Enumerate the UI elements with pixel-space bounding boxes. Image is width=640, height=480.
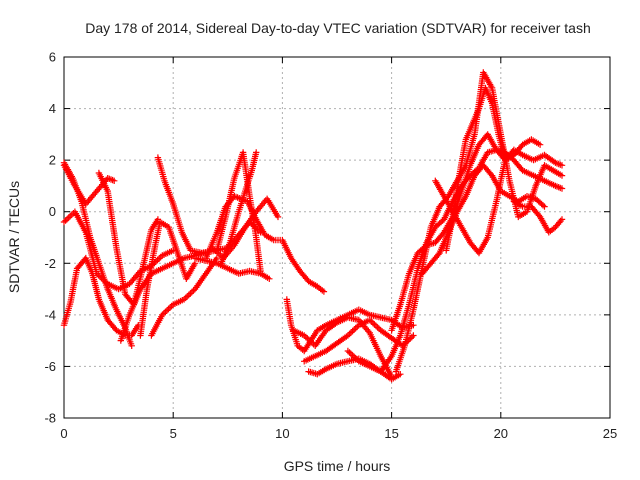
series-markers [191, 254, 273, 282]
y-axis-tick-labels: -8 -6 -4 -2 0 2 4 6 [44, 50, 56, 426]
series-track-7 [137, 218, 199, 339]
y-tick-label: -6 [44, 359, 56, 374]
series-markers [137, 218, 199, 339]
y-tick-label: -4 [44, 307, 56, 322]
series-track-25 [510, 198, 566, 236]
series-track-3 [60, 254, 142, 339]
x-axis-label: GPS time / hours [284, 458, 391, 474]
axis-ticks [63, 56, 611, 419]
x-tick-label: 5 [170, 426, 177, 441]
series-markers [60, 254, 142, 339]
series-markers [209, 195, 282, 262]
series-markers [392, 69, 566, 375]
x-tick-label: 15 [384, 426, 398, 441]
series-track-9 [148, 254, 221, 339]
y-tick-label: 6 [49, 50, 56, 65]
x-tick-label: 10 [275, 426, 289, 441]
chart-title: Day 178 of 2014, Sidereal Day-to-day VTE… [85, 20, 591, 36]
series-track-22 [432, 146, 566, 257]
series-markers [95, 169, 162, 308]
y-axis-label: SDTVAR / TECUs [6, 181, 22, 293]
plot-frame [63, 56, 611, 419]
series-markers [290, 314, 395, 380]
series-track-14 [209, 195, 282, 262]
x-axis-tick-labels: 0 5 10 15 20 25 [60, 426, 617, 441]
data-series [60, 69, 566, 383]
y-tick-label: -8 [44, 411, 56, 426]
y-tick-label: 0 [49, 204, 56, 219]
series-track-13 [191, 254, 273, 282]
series-markers [419, 162, 548, 277]
y-tick-label: 4 [49, 101, 56, 116]
series-markers [432, 146, 566, 257]
series-track-5 [95, 169, 162, 308]
x-tick-label: 20 [494, 426, 508, 441]
series-track-16 [290, 314, 395, 380]
y-tick-label: 2 [49, 153, 56, 168]
x-tick-label: 25 [603, 426, 617, 441]
series-track-21 [392, 69, 566, 375]
x-tick-label: 0 [60, 426, 67, 441]
series-track-24 [419, 162, 548, 277]
y-tick-label: -2 [44, 256, 56, 271]
series-markers [510, 198, 566, 236]
series-markers [148, 254, 221, 339]
